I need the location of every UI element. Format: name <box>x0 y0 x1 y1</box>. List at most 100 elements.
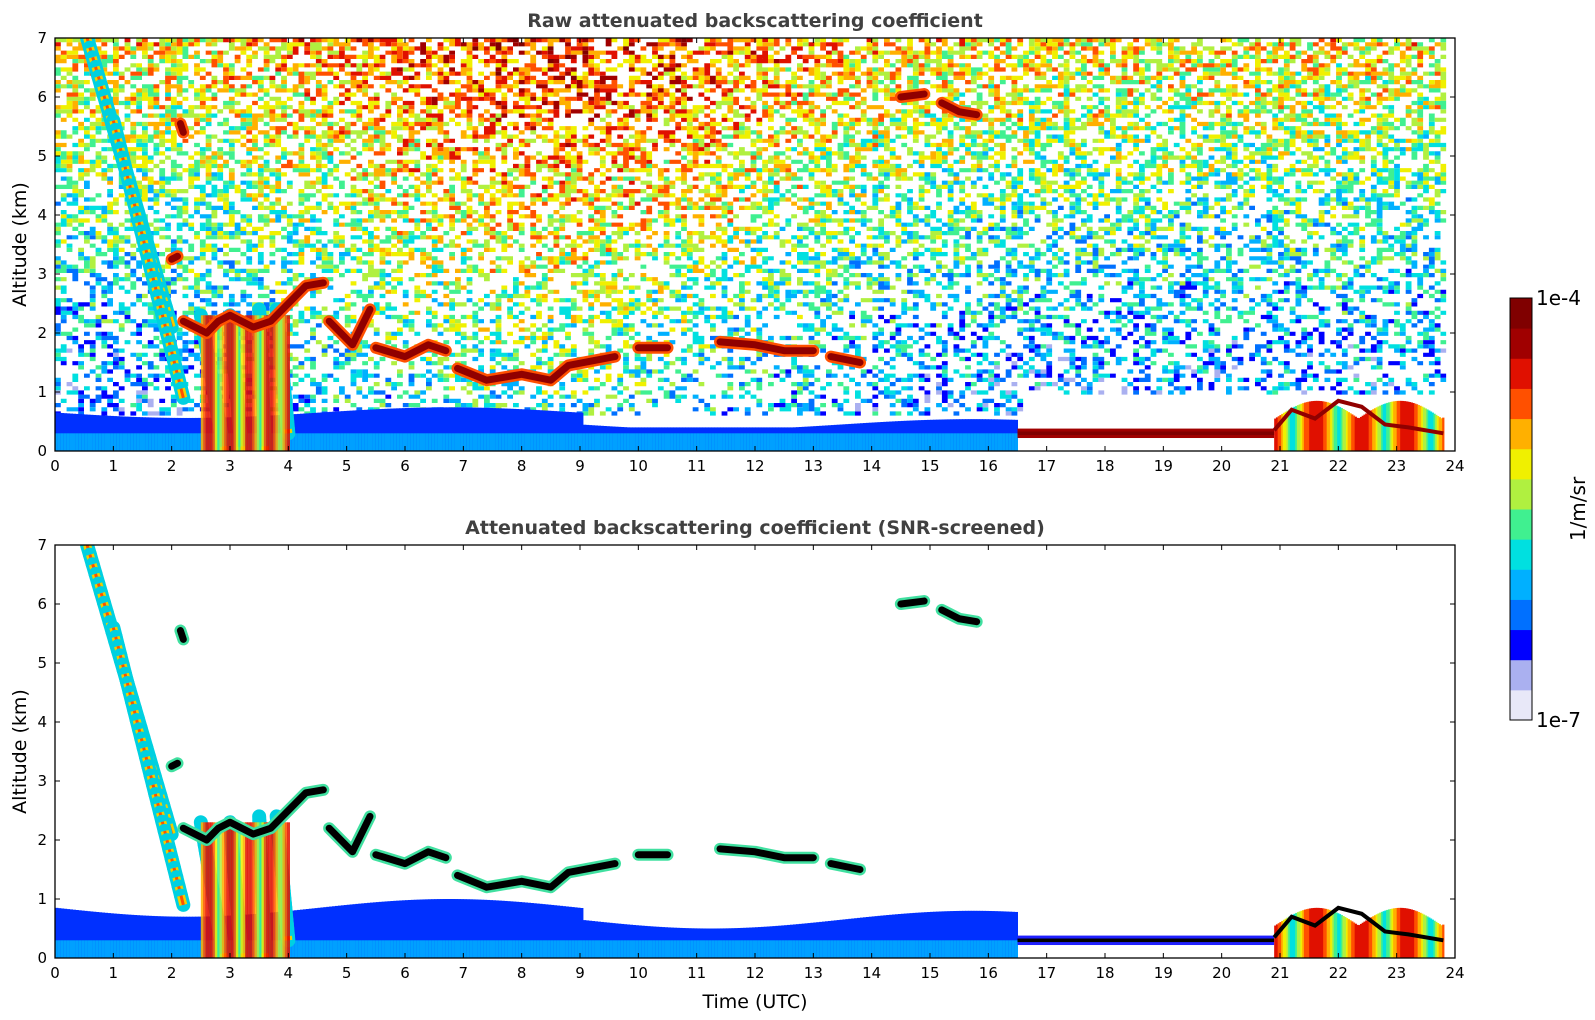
y-tick-label: 6 <box>37 88 47 106</box>
colorbar-segment <box>1510 659 1532 691</box>
x-tick-label: 14 <box>862 457 881 475</box>
y-axis-label: Altitude (km) <box>9 182 31 307</box>
colorbar-segment <box>1510 328 1532 359</box>
late-precipitation <box>1272 398 1445 451</box>
colorbar-min-label: 1e-7 <box>1536 708 1581 732</box>
y-tick-label: 0 <box>37 949 47 967</box>
x-tick-label: 1 <box>109 457 119 475</box>
colorbar-segment <box>1510 358 1532 389</box>
x-tick-label: 24 <box>1445 457 1464 475</box>
x-tick-label: 6 <box>400 457 410 475</box>
x-tick-label: 20 <box>1212 964 1231 982</box>
x-tick-label: 18 <box>1095 964 1114 982</box>
colorbar-segment <box>1510 509 1532 540</box>
x-tick-label: 19 <box>1154 457 1173 475</box>
y-tick-label: 7 <box>37 29 47 47</box>
x-tick-label: 15 <box>920 457 939 475</box>
colorbar-segment <box>1510 478 1532 510</box>
x-tick-label: 11 <box>687 457 706 475</box>
y-tick-label: 5 <box>37 147 47 165</box>
x-tick-label: 2 <box>167 964 177 982</box>
x-tick-label: 10 <box>629 964 648 982</box>
x-tick-label: 16 <box>979 457 998 475</box>
y-axis-label: Altitude (km) <box>9 689 31 814</box>
boundary-layer <box>55 407 1018 451</box>
x-tick-label: 16 <box>979 964 998 982</box>
x-tick-label: 15 <box>920 964 939 982</box>
colorbar-segment <box>1510 689 1532 721</box>
cloud-layers <box>165 88 983 387</box>
y-tick-label: 4 <box>37 206 47 224</box>
y-tick-label: 5 <box>37 654 47 672</box>
x-axis-label: Time (UTC) <box>701 991 807 1013</box>
boundary-layer <box>55 899 1018 958</box>
low-cloud-layer <box>1017 428 1275 439</box>
x-tick-label: 23 <box>1387 457 1406 475</box>
y-tick-label: 0 <box>37 442 47 460</box>
x-tick-label: 11 <box>687 964 706 982</box>
late-precipitation <box>1272 905 1445 958</box>
noise-field <box>55 38 1447 416</box>
chart-title: Attenuated backscattering coefficient (S… <box>465 517 1045 539</box>
x-tick-label: 12 <box>745 457 764 475</box>
y-tick-label: 4 <box>37 713 47 731</box>
x-tick-label: 10 <box>629 457 648 475</box>
x-tick-label: 5 <box>342 964 352 982</box>
y-tick-label: 1 <box>37 890 47 908</box>
x-tick-label: 18 <box>1095 457 1114 475</box>
chart-title: Raw attenuated backscattering coefficien… <box>527 10 983 32</box>
colorbar-segment <box>1510 418 1532 450</box>
cloud-layers <box>165 595 983 894</box>
x-tick-label: 20 <box>1212 457 1231 475</box>
colorbar-segment <box>1510 629 1532 661</box>
colorbar-segment <box>1510 298 1532 329</box>
x-tick-label: 3 <box>225 457 235 475</box>
x-tick-label: 6 <box>400 964 410 982</box>
y-tick-label: 2 <box>37 324 47 342</box>
x-tick-label: 22 <box>1329 964 1348 982</box>
x-tick-label: 8 <box>517 964 527 982</box>
x-tick-label: 7 <box>459 457 469 475</box>
colorbar-label: 1/m/sr <box>1566 476 1590 541</box>
x-tick-label: 9 <box>575 457 585 475</box>
panel-2: Attenuated backscattering coefficient (S… <box>9 517 1465 1013</box>
x-tick-label: 17 <box>1037 457 1056 475</box>
heatmap-area <box>55 545 1455 958</box>
x-tick-label: 21 <box>1270 964 1289 982</box>
colorbar: 1e-4 1e-7 1/m/sr <box>1509 286 1590 732</box>
x-tick-label: 4 <box>284 964 294 982</box>
y-tick-label: 3 <box>37 265 47 283</box>
colorbar-segment <box>1510 599 1532 631</box>
x-tick-label: 1 <box>109 964 119 982</box>
x-tick-label: 0 <box>50 964 60 982</box>
colorbar-segment <box>1510 448 1532 480</box>
y-tick-label: 6 <box>37 595 47 613</box>
x-tick-label: 17 <box>1037 964 1056 982</box>
colorbar-max-label: 1e-4 <box>1536 286 1581 310</box>
y-tick-label: 2 <box>37 831 47 849</box>
x-tick-label: 5 <box>342 457 352 475</box>
x-tick-label: 22 <box>1329 457 1348 475</box>
x-tick-label: 7 <box>459 964 469 982</box>
y-tick-label: 1 <box>37 383 47 401</box>
x-tick-label: 21 <box>1270 457 1289 475</box>
y-tick-label: 7 <box>37 536 47 554</box>
precipitation-streaks <box>80 545 296 958</box>
x-tick-label: 12 <box>745 964 764 982</box>
colorbar-segment <box>1510 388 1532 420</box>
panel-1: Raw attenuated backscattering coefficien… <box>9 10 1465 475</box>
x-tick-label: 14 <box>862 964 881 982</box>
x-tick-label: 8 <box>517 457 527 475</box>
x-tick-label: 13 <box>804 964 823 982</box>
x-tick-label: 4 <box>284 457 294 475</box>
x-tick-label: 19 <box>1154 964 1173 982</box>
y-tick-label: 3 <box>37 772 47 790</box>
heatmap-area <box>55 38 1455 451</box>
x-tick-label: 23 <box>1387 964 1406 982</box>
x-tick-label: 3 <box>225 964 235 982</box>
colorbar-segment <box>1510 539 1532 570</box>
x-tick-label: 2 <box>167 457 177 475</box>
x-tick-label: 24 <box>1445 964 1464 982</box>
x-tick-label: 13 <box>804 457 823 475</box>
